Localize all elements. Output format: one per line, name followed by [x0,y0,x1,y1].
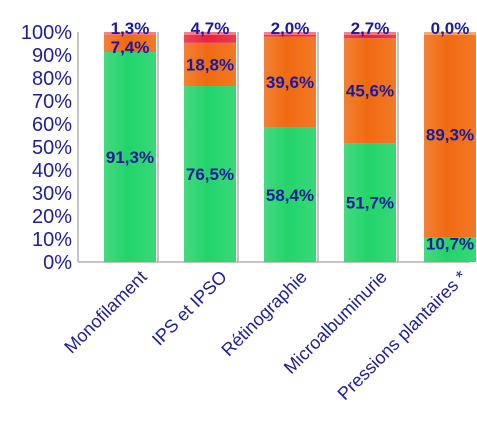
data-label: 39,6% [266,73,314,92]
data-label: 2,0% [271,19,310,38]
bar-segment [104,34,156,53]
bar-segment [184,42,236,87]
y-tick-label: 50% [32,137,72,159]
data-label: 7,4% [111,38,150,57]
data-label: 91,3% [106,148,154,167]
bar-highlight [424,31,476,35]
bar-segment [104,32,156,35]
bar-segment [184,32,236,43]
y-tick-label: 0% [43,252,72,274]
category-label: Monofilament [60,267,151,358]
data-label: 2,7% [351,19,390,38]
bar-segment [264,32,316,37]
y-tick-label: 40% [32,160,72,182]
bar-segment [104,52,156,263]
bar-segment [344,38,396,144]
bar-highlight [264,31,316,35]
data-label: 76,5% [186,165,234,184]
y-tick-label: 100% [21,22,72,44]
data-label: 10,7% [426,234,474,253]
y-tick-label: 70% [32,91,72,113]
bar-highlight [104,31,156,35]
y-tick-label: 80% [32,68,72,90]
bar-segment [264,127,316,263]
category-label: IPS et IPSO [148,267,231,350]
y-tick-label: 60% [32,114,72,136]
y-tick-label: 10% [32,229,72,251]
y-axis: 0%10%20%30%40%50%60%70%80%90%100% [21,22,470,274]
data-label: 51,7% [346,194,394,213]
category-label: Pressions plantaires * [334,267,471,404]
data-label: 58,4% [266,186,314,205]
data-label: 4,7% [191,19,230,38]
bar-segment [264,36,316,128]
bars [104,31,476,263]
data-label: 0,0% [431,19,470,38]
bar-segment [344,143,396,262]
data-label: 89,3% [426,126,474,145]
y-tick-label: 30% [32,183,72,205]
data-label: 1,3% [111,19,150,38]
bar-segment [344,32,396,39]
bar-highlight [344,31,396,35]
bar-segment [184,86,236,262]
data-label: 18,8% [186,55,234,74]
bar-segment [424,32,476,238]
bar-highlight [184,31,236,35]
data-label: 45,6% [346,82,394,101]
bar-segment [424,237,476,262]
y-tick-label: 20% [32,206,72,228]
data-labels: 91,3% 7,4%1,3% 76,5% 18,8% 4,7% 58,4% 39,6% 2,0… [106,19,474,253]
y-tick-label: 90% [32,45,72,67]
